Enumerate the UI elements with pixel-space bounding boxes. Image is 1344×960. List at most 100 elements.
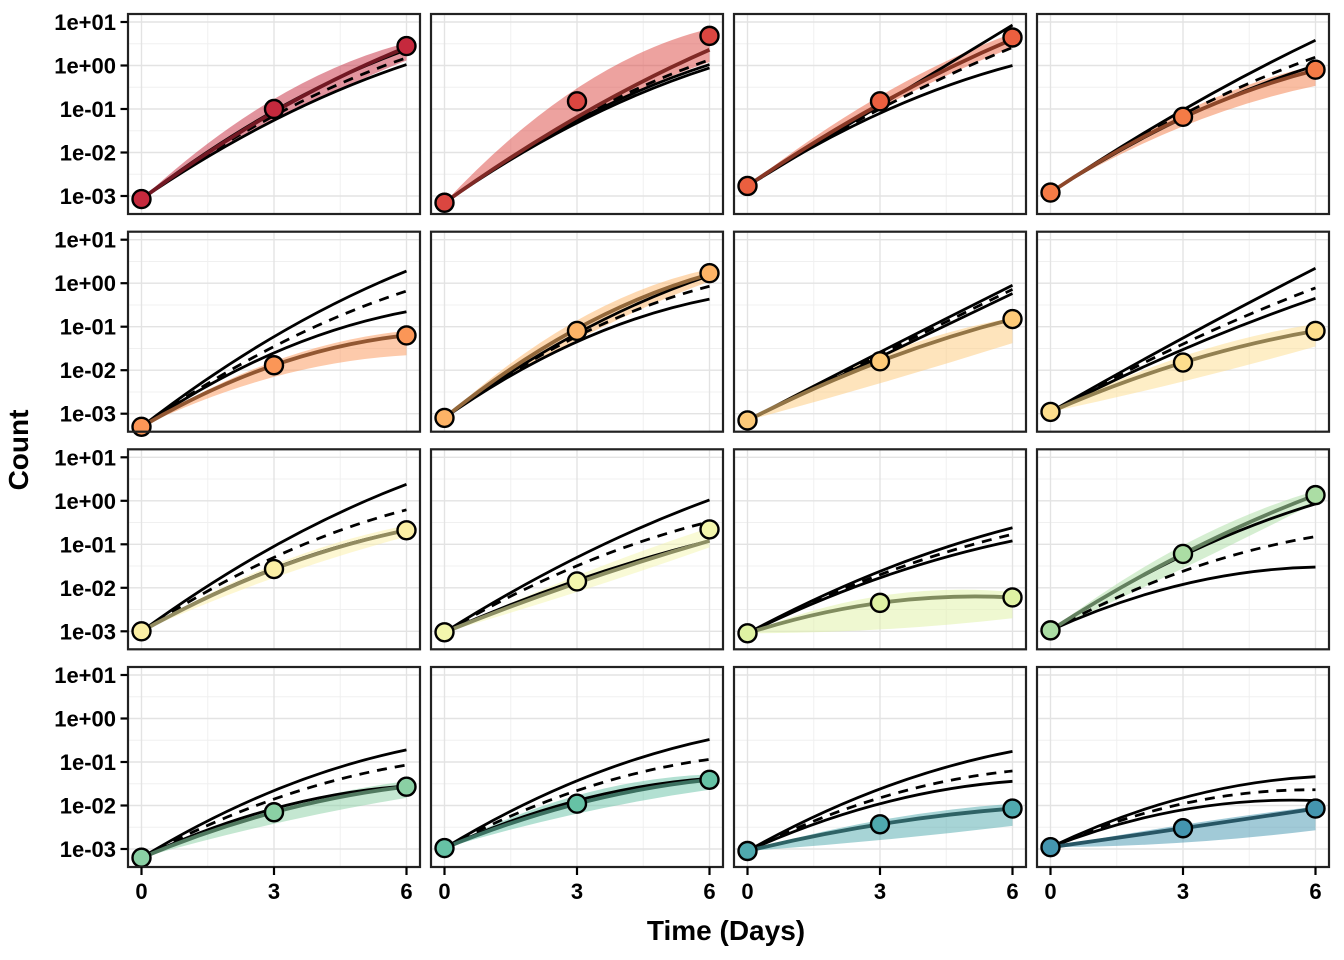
data-point (869, 592, 891, 614)
facet-r2c2 (429, 230, 725, 433)
facet-r3c3 (732, 448, 1028, 651)
facet-r3c4 (1035, 448, 1331, 651)
data-ribbon (141, 525, 407, 632)
y-tick-label: 1e-03 (60, 837, 116, 862)
x-tick-label: 3 (1177, 879, 1189, 904)
facet-r4c2 (429, 665, 725, 869)
data-point (1002, 27, 1023, 48)
data-point (263, 355, 285, 376)
data-ribbon (444, 269, 710, 418)
facet-r2c1 (126, 230, 422, 437)
facet-r4c1 (126, 665, 422, 869)
ref-line-dashed (443, 520, 710, 634)
axes-layer: 1e+01 1e+00 1e-01 1e-02 1e-03 1e+01 1e+00 1e-01… (54, 10, 1321, 904)
x-tick-label: 0 (741, 879, 753, 904)
facet-r1c1 (126, 12, 422, 216)
ref-line-dashed (1049, 286, 1316, 414)
data-point (1040, 182, 1061, 203)
panel-border (1035, 230, 1331, 433)
facet-r1c2 (429, 12, 725, 216)
y-tick-label: 1e+00 (54, 271, 116, 296)
panel-border (126, 230, 422, 433)
data-point (737, 410, 758, 431)
data-point (1172, 818, 1194, 839)
data-point (566, 320, 588, 342)
y-tick-label: 1e+01 (54, 663, 116, 688)
ref-line-lower (746, 779, 1013, 853)
ref-line-dashed (140, 289, 407, 428)
y-tick-label: 1e+00 (54, 54, 116, 79)
data-point (699, 769, 720, 790)
panel-border (429, 448, 725, 651)
ref-line-dashed (746, 532, 1013, 635)
panels-layer (126, 12, 1331, 869)
data-point (263, 558, 285, 580)
x-axis-title: Time (Days) (647, 915, 805, 946)
x-tick-label: 6 (1006, 879, 1018, 904)
data-point (1002, 587, 1023, 608)
x-tick-label: 0 (438, 879, 450, 904)
ref-line-upper (746, 750, 1013, 853)
facet-r1c3 (732, 12, 1028, 216)
data-point (566, 571, 588, 592)
facet-r2c4 (1035, 230, 1331, 433)
y-tick-label: 1e-03 (60, 184, 116, 209)
ref-line-lower (1049, 798, 1316, 849)
y-tick-label: 1e+01 (54, 10, 116, 35)
data-point (1040, 836, 1061, 858)
y-tick-label: 1e-03 (60, 619, 116, 644)
data-point (131, 847, 152, 868)
panel-border (429, 230, 725, 433)
y-tick-label: 1e-02 (60, 141, 116, 166)
x-tick-label: 3 (571, 879, 583, 904)
data-point (1305, 320, 1326, 342)
x-tick-label: 0 (135, 879, 147, 904)
data-point (263, 802, 285, 823)
y-tick-label: 1e-02 (60, 794, 116, 819)
ref-line-lower (1049, 565, 1316, 632)
data-point (396, 776, 417, 797)
y-tick-label: 1e-02 (60, 576, 116, 601)
data-point (131, 416, 152, 437)
panel-border (1035, 448, 1331, 651)
panel-border (1035, 12, 1331, 216)
panel-border (732, 448, 1028, 651)
data-point (1305, 798, 1326, 819)
data-point (1040, 620, 1061, 641)
y-tick-label: 1e+00 (54, 707, 116, 732)
y-tick-label: 1e-01 (60, 532, 116, 557)
data-point (434, 407, 455, 429)
y-tick-label: 1e+01 (54, 445, 116, 470)
ref-line-dashed (1049, 788, 1316, 849)
ref-line-dashed (140, 508, 407, 633)
y-tick-label: 1e+00 (54, 489, 116, 514)
data-point (1040, 401, 1061, 423)
y-tick-label: 1e-03 (60, 402, 116, 427)
data-point (1002, 308, 1023, 330)
y-tick-label: 1e+01 (54, 228, 116, 253)
panel-border (429, 12, 725, 216)
data-point (699, 262, 720, 284)
data-point (566, 91, 588, 112)
data-point (396, 35, 417, 57)
data-point (737, 840, 758, 862)
data-point (869, 351, 891, 372)
panel-border (732, 12, 1028, 216)
ref-line-upper (443, 738, 710, 850)
ref-line-upper (140, 482, 407, 633)
y-tick-label: 1e-02 (60, 358, 116, 383)
data-ribbon (1050, 65, 1316, 193)
x-tick-label: 3 (268, 879, 280, 904)
data-point (566, 793, 588, 814)
data-point (1172, 543, 1194, 565)
data-point (1305, 484, 1326, 506)
data-point (434, 192, 455, 213)
facet-r3c1 (126, 448, 422, 651)
ref-line-upper (140, 269, 408, 428)
data-point (396, 520, 417, 541)
y-tick-label: 1e-01 (60, 315, 116, 340)
data-point (1305, 59, 1326, 80)
data-point (131, 188, 152, 210)
x-tick-label: 6 (1309, 879, 1321, 904)
